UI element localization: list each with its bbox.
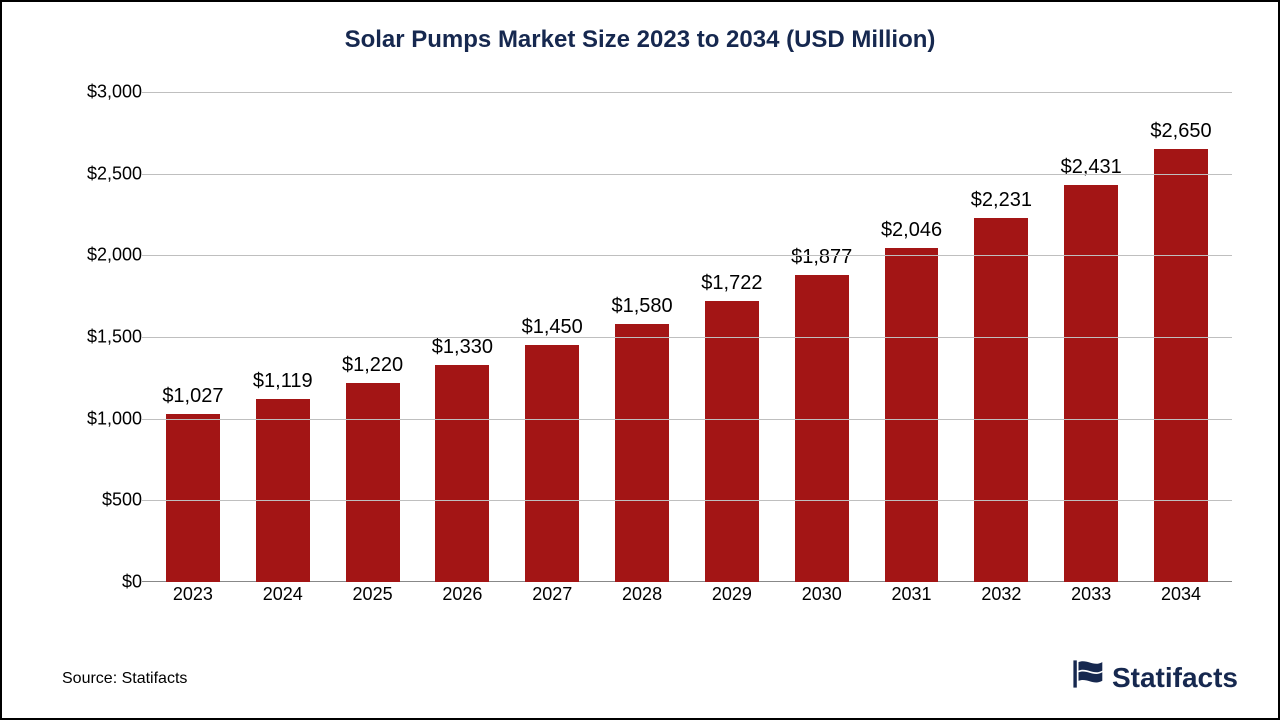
y-tick-label: $0	[52, 572, 142, 593]
source-attribution: Source: Statifacts	[62, 670, 187, 688]
x-tick-label: 2023	[148, 584, 238, 616]
y-tick-label: $2,000	[52, 245, 142, 266]
bar-rect	[525, 345, 579, 582]
gridline	[142, 92, 1232, 93]
x-tick-label: 2034	[1136, 584, 1226, 616]
x-tick-label: 2024	[238, 584, 328, 616]
x-tick-label: 2032	[956, 584, 1046, 616]
x-axis-labels: 2023202420252026202720282029203020312032…	[142, 584, 1232, 616]
y-tick-label: $1,500	[52, 327, 142, 348]
bar-value-label: $1,580	[611, 295, 672, 318]
bar-rect	[256, 399, 310, 582]
y-tick-label: $2,500	[52, 163, 142, 184]
plot-area: $1,027 $1,119 $1,220 $1,330 $1,450 $1,580 $1,7…	[142, 92, 1232, 582]
bar-value-label: $2,431	[1061, 156, 1122, 179]
bar-value-label: $1,722	[701, 272, 762, 295]
y-tick-label: $500	[52, 490, 142, 511]
x-tick-label: 2030	[777, 584, 867, 616]
bar-value-label: $1,119	[253, 370, 313, 393]
chart-title: Solar Pumps Market Size 2023 to 2034 (US…	[2, 26, 1278, 54]
y-tick-label: $3,000	[52, 82, 142, 103]
bar-value-label: $1,877	[791, 246, 852, 269]
bar-value-label: $1,027	[162, 385, 223, 408]
x-tick-label: 2031	[867, 584, 957, 616]
bar-rect	[1064, 185, 1118, 582]
x-tick-label: 2026	[417, 584, 507, 616]
brand-name: Statifacts	[1112, 662, 1238, 694]
bar-rect	[795, 275, 849, 582]
bar-rect	[885, 248, 939, 582]
bar-rect	[974, 218, 1028, 582]
x-tick-label: 2033	[1046, 584, 1136, 616]
bar-value-label: $1,220	[342, 354, 403, 377]
x-tick-label: 2029	[687, 584, 777, 616]
x-tick-label: 2028	[597, 584, 687, 616]
chart-frame: Solar Pumps Market Size 2023 to 2034 (US…	[0, 0, 1280, 720]
bar-rect	[1154, 149, 1208, 582]
gridline	[142, 337, 1232, 338]
bar-value-label: $2,650	[1150, 120, 1211, 143]
bar-value-label: $2,046	[881, 219, 942, 242]
bar-rect	[346, 383, 400, 582]
bar-value-label: $2,231	[971, 189, 1032, 212]
bar-rect	[615, 324, 669, 582]
gridline	[142, 419, 1232, 420]
x-tick-label: 2025	[328, 584, 418, 616]
bar-value-label: $1,450	[522, 316, 583, 339]
y-axis: $0$500$1,000$1,500$2,000$2,500$3,000	[52, 92, 142, 582]
bar-rect	[435, 365, 489, 582]
brand-logo: Statifacts	[1070, 657, 1238, 698]
x-tick-label: 2027	[507, 584, 597, 616]
gridline	[142, 500, 1232, 501]
bar-value-label: $1,330	[432, 336, 493, 359]
bar-rect	[705, 301, 759, 582]
gridline	[142, 255, 1232, 256]
gridline	[142, 174, 1232, 175]
y-tick-label: $1,000	[52, 408, 142, 429]
brand-flag-icon	[1070, 657, 1104, 698]
bar-rect	[166, 414, 220, 582]
